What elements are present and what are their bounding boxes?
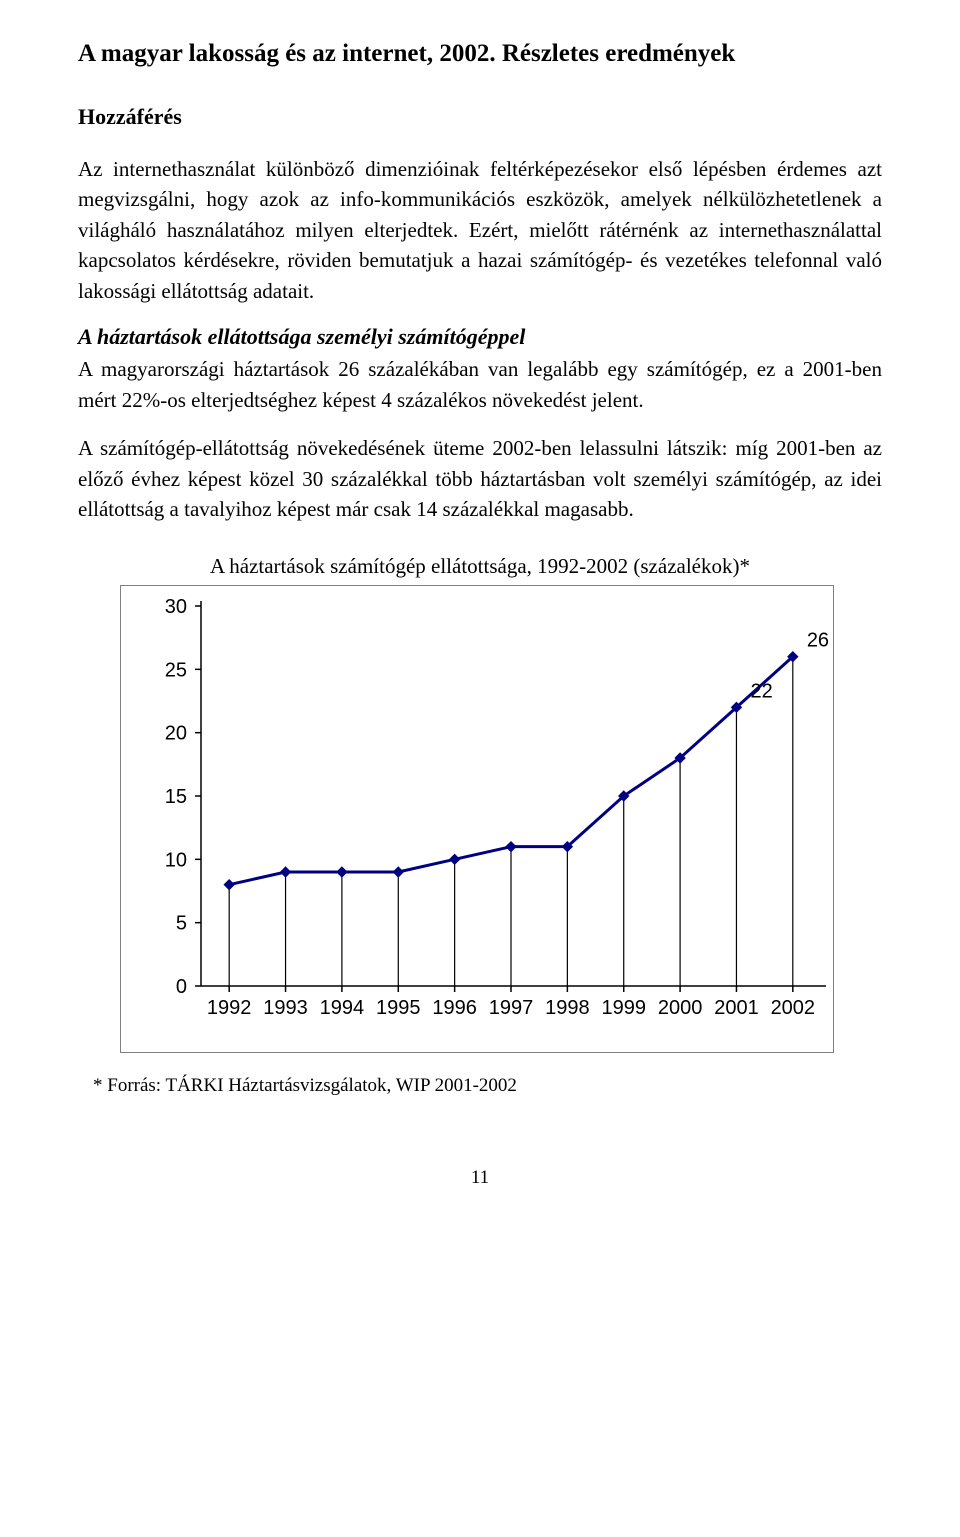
svg-text:2001: 2001 bbox=[714, 997, 759, 1019]
line-chart-svg: 0 5 10 15 20 25 30 1992 1993 1994 1995 1996 1997 1998… bbox=[121, 586, 833, 1052]
svg-text:26: 26 bbox=[807, 630, 829, 652]
paragraph-3: A számítógép-ellátottság növekedésének ü… bbox=[78, 433, 882, 524]
svg-text:1994: 1994 bbox=[320, 997, 365, 1019]
svg-text:10: 10 bbox=[165, 850, 187, 872]
svg-text:20: 20 bbox=[165, 723, 187, 745]
chart-title: A háztartások számítógép ellátottsága, 1… bbox=[78, 554, 882, 579]
chart-footnote: * Forrás: TÁRKI Háztartásvizsgálatok, WI… bbox=[93, 1075, 882, 1097]
section-heading: Hozzáférés bbox=[78, 104, 882, 130]
chart-plot-area: 0 5 10 15 20 25 30 1992 1993 1994 1995 1996 1997 1998… bbox=[120, 585, 834, 1053]
paragraph-intro: Az internethasználat különböző dimenziói… bbox=[78, 154, 882, 306]
svg-text:1992: 1992 bbox=[207, 997, 252, 1019]
svg-text:1997: 1997 bbox=[489, 997, 534, 1019]
svg-text:2000: 2000 bbox=[658, 997, 703, 1019]
svg-text:15: 15 bbox=[165, 786, 187, 808]
svg-text:2002: 2002 bbox=[771, 997, 816, 1019]
svg-text:1996: 1996 bbox=[432, 997, 477, 1019]
svg-text:0: 0 bbox=[176, 976, 187, 998]
svg-text:5: 5 bbox=[176, 913, 187, 935]
chart-container: A háztartások számítógép ellátottsága, 1… bbox=[78, 554, 882, 1053]
svg-text:30: 30 bbox=[165, 596, 187, 618]
svg-text:1993: 1993 bbox=[263, 997, 308, 1019]
svg-text:22: 22 bbox=[750, 681, 772, 703]
svg-text:1999: 1999 bbox=[601, 997, 646, 1019]
svg-text:1998: 1998 bbox=[545, 997, 590, 1019]
page-number: 11 bbox=[78, 1167, 882, 1189]
subsection-heading: A háztartások ellátottsága személyi szám… bbox=[78, 324, 882, 350]
svg-text:1995: 1995 bbox=[376, 997, 421, 1019]
document-title: A magyar lakosság és az internet, 2002. … bbox=[78, 40, 882, 68]
paragraph-2: A magyarországi háztartások 26 százaléká… bbox=[78, 354, 882, 415]
svg-text:25: 25 bbox=[165, 660, 187, 682]
